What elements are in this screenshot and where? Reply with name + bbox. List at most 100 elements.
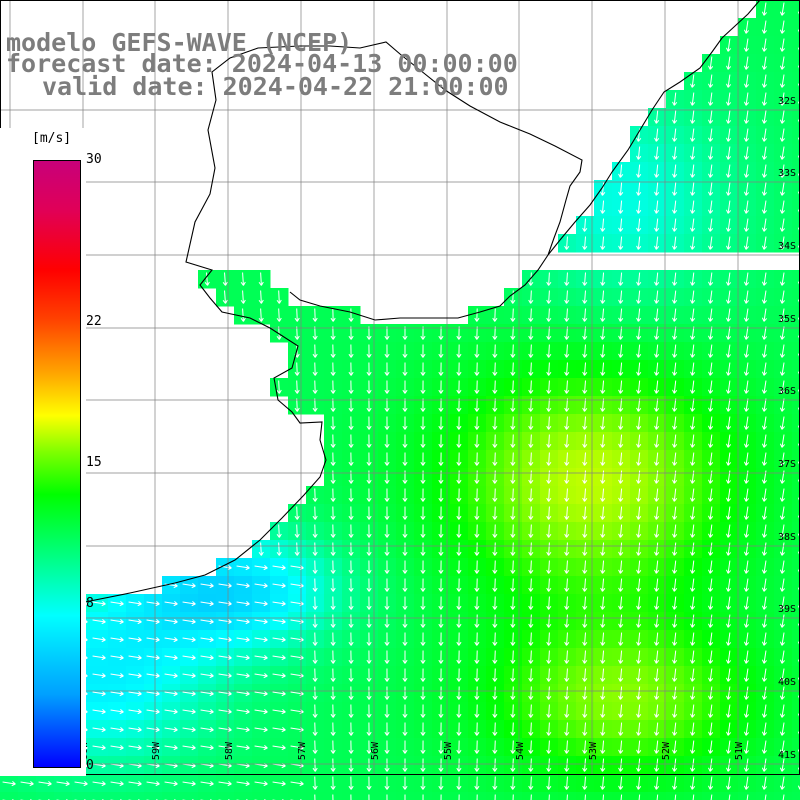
wind-vector	[654, 398, 660, 412]
wind-vector	[618, 542, 624, 556]
wind-vector	[708, 488, 714, 502]
wind-vector	[474, 650, 480, 664]
wind-vector	[761, 200, 768, 214]
wind-vector	[528, 398, 534, 412]
wind-vector	[582, 416, 588, 430]
wind-vector	[110, 636, 124, 643]
wind-speed-cell	[792, 738, 800, 757]
wind-vector	[456, 740, 462, 754]
wind-vector	[618, 488, 624, 502]
wind-vector	[584, 794, 586, 800]
wind-speed-cell	[792, 684, 800, 703]
wind-vector	[200, 618, 214, 625]
wind-vector	[636, 434, 642, 448]
wind-vector	[708, 326, 714, 340]
wind-vector	[146, 726, 160, 733]
wind-vector	[582, 740, 588, 754]
wind-vector	[458, 794, 460, 800]
wind-vector	[92, 636, 106, 643]
wind-vector	[348, 668, 354, 682]
wind-vector	[654, 416, 660, 430]
wind-vector	[366, 344, 372, 358]
wind-speed-cell	[36, 792, 55, 800]
wind-vector	[761, 596, 768, 610]
wind-vector	[690, 362, 696, 376]
wind-vector	[582, 542, 588, 556]
wind-vector	[438, 452, 444, 466]
wind-speed-cell	[252, 792, 271, 800]
wind-vector	[690, 74, 696, 88]
wind-vector	[779, 398, 785, 412]
wind-vector	[708, 218, 714, 232]
wind-vector	[636, 398, 642, 412]
wind-speed-cell	[792, 504, 800, 523]
wind-vector	[636, 218, 642, 232]
wind-vector	[636, 668, 642, 682]
longitude-label: 53W	[588, 741, 599, 760]
wind-vector	[528, 380, 534, 394]
wind-vector	[636, 560, 642, 574]
wind-vector	[366, 740, 372, 754]
wind-vector	[582, 560, 588, 574]
wind-vector	[146, 618, 160, 625]
wind-vector	[438, 668, 444, 682]
wind-vector	[672, 380, 678, 394]
wind-vector	[654, 128, 660, 142]
wind-vector	[384, 524, 390, 538]
wind-vector	[528, 362, 534, 376]
wind-vector	[402, 524, 408, 538]
wind-vector	[420, 560, 426, 574]
wind-vector	[743, 74, 750, 88]
wind-vector	[725, 686, 732, 700]
wind-vector	[672, 632, 678, 646]
longitude-label: 55W	[443, 741, 454, 760]
wind-vector	[332, 794, 334, 800]
wind-vector	[200, 582, 214, 589]
wind-speed-cell	[792, 72, 800, 91]
wind-vector	[510, 452, 516, 466]
wind-vector	[672, 650, 678, 664]
wind-vector	[510, 614, 516, 628]
wind-vector	[294, 362, 300, 376]
longitude-label: 51W	[734, 741, 745, 760]
wind-vector	[330, 614, 336, 628]
wind-vector	[725, 362, 732, 376]
wind-vector	[420, 740, 426, 754]
wind-vector	[708, 758, 714, 772]
wind-vector	[618, 164, 624, 178]
wind-vector	[600, 434, 606, 448]
wind-vector	[420, 452, 426, 466]
wind-vector	[708, 182, 714, 196]
wind-vector	[636, 326, 642, 340]
wind-vector	[636, 722, 642, 736]
wind-vector	[200, 744, 214, 751]
wind-vector	[564, 578, 570, 592]
wind-vector	[725, 506, 732, 520]
wind-vector	[743, 560, 750, 574]
wind-vector	[240, 290, 246, 304]
coastline	[0, 0, 761, 618]
wind-speed-cell	[162, 792, 181, 800]
wind-vector	[708, 686, 714, 700]
wind-vector	[725, 110, 732, 124]
wind-vector	[510, 488, 516, 502]
wind-vector	[708, 596, 714, 610]
wind-speed-cell	[792, 0, 800, 19]
wind-vector	[743, 200, 750, 214]
wind-vector	[654, 758, 660, 772]
wind-vector	[725, 704, 732, 718]
wind-vector	[510, 542, 516, 556]
wind-vector	[330, 776, 336, 790]
wind-vector	[222, 272, 228, 286]
wind-vector	[761, 758, 768, 772]
wind-vector	[348, 362, 354, 376]
wind-vector	[725, 236, 732, 250]
wind-vector	[384, 398, 390, 412]
wind-vector	[546, 272, 552, 286]
wind-vector	[779, 362, 785, 376]
wind-vector	[725, 290, 732, 304]
wind-vector	[128, 654, 142, 661]
latitude-label: 37S	[778, 459, 796, 470]
wind-vector	[420, 668, 426, 682]
wind-vector	[420, 524, 426, 538]
